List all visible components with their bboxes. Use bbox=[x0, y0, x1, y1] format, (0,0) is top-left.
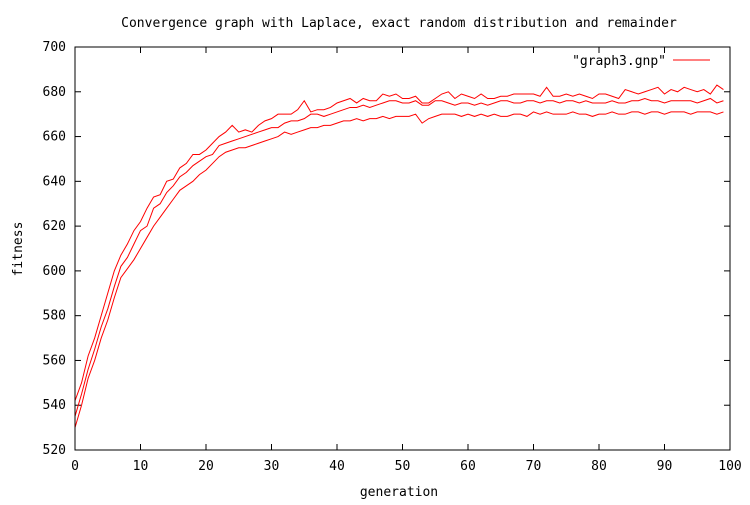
y-tick-label: 600 bbox=[43, 264, 66, 279]
x-tick-label: 90 bbox=[657, 459, 673, 474]
y-axis-label: fitness bbox=[11, 222, 26, 277]
series-line-upper bbox=[74, 84, 724, 401]
y-tick-label: 520 bbox=[43, 443, 66, 458]
legend-label: "graph3.gnp" bbox=[572, 54, 666, 69]
y-tick-label: 700 bbox=[43, 40, 66, 55]
series-line-lower bbox=[74, 111, 724, 428]
x-tick-label: 40 bbox=[329, 459, 345, 474]
y-tick-label: 580 bbox=[43, 309, 66, 324]
y-tick-label: 660 bbox=[43, 130, 66, 145]
series-line-middle bbox=[74, 97, 724, 417]
y-tick-label: 680 bbox=[43, 85, 66, 100]
x-tick-label: 0 bbox=[71, 459, 79, 474]
y-tick-label: 560 bbox=[43, 353, 66, 368]
x-tick-label: 50 bbox=[395, 459, 411, 474]
y-tick-label: 640 bbox=[43, 174, 66, 189]
x-tick-label: 30 bbox=[264, 459, 280, 474]
x-tick-label: 70 bbox=[526, 459, 542, 474]
x-tick-label: 100 bbox=[718, 459, 741, 474]
y-tick-label: 540 bbox=[43, 398, 66, 413]
x-tick-label: 20 bbox=[198, 459, 214, 474]
legend: "graph3.gnp" bbox=[572, 54, 710, 69]
y-tick-label: 620 bbox=[43, 219, 66, 234]
x-axis-label: generation bbox=[360, 485, 438, 500]
chart-title: Convergence graph with Laplace, exact ra… bbox=[121, 16, 677, 31]
x-tick-label: 10 bbox=[133, 459, 149, 474]
x-tick-label: 80 bbox=[591, 459, 607, 474]
plot-frame bbox=[74, 46, 731, 451]
x-tick-label: 60 bbox=[460, 459, 476, 474]
